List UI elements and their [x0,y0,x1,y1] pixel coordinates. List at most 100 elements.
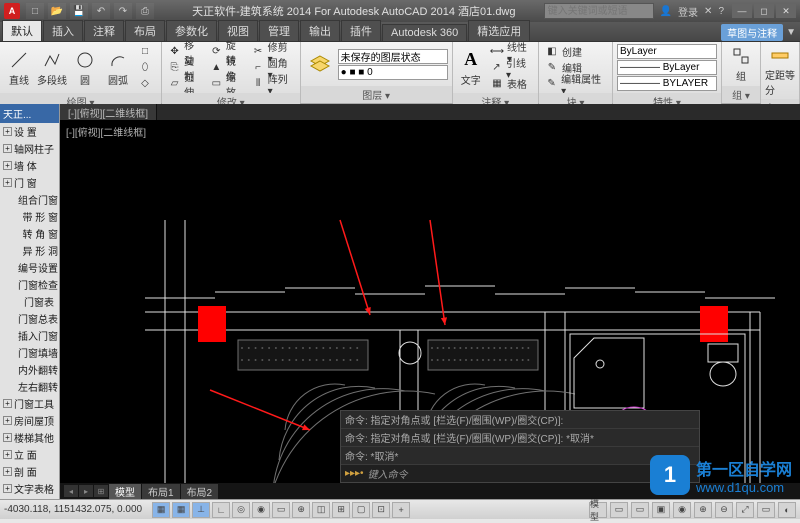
command-input[interactable]: 键入命令 [368,466,408,481]
expand-icon[interactable]: + [3,161,12,170]
app-icon[interactable]: A [4,3,20,19]
status-toggle-5[interactable]: ◉ [252,502,270,518]
palette-item[interactable]: +文字表格 [0,480,59,497]
ribbon-文字-button[interactable]: A文字 [457,49,485,87]
ribbon-tab-3[interactable]: 布局 [125,20,165,41]
palette-item[interactable]: +剖 面 [0,463,59,480]
palette-item[interactable]: +房间屋顶 [0,412,59,429]
palette-item[interactable]: 异 形 洞 [0,242,59,259]
palette-item[interactable]: 门窗表 [0,293,59,310]
palette-item[interactable]: +尺寸标注 [0,497,59,499]
ribbon-引线 ▾-button[interactable]: ↗引线 ▾ [488,60,534,75]
property-combo[interactable]: ByLayer [617,44,717,59]
qat-plot-icon[interactable]: ⎙ [136,3,154,19]
user-login-label[interactable]: 登录 [678,4,698,19]
palette-item[interactable]: +设 置 [0,123,59,140]
palette-item[interactable]: +门 窗 [0,174,59,191]
status-right-5[interactable]: ⊕ [694,502,712,518]
palette-item[interactable]: 门窗填墙 [0,344,59,361]
status-toggle-1[interactable]: ▦ [172,502,190,518]
user-icon[interactable]: 👤 [660,6,672,17]
palette-item[interactable]: +楼梯其他 [0,429,59,446]
palette-item[interactable]: 带 形 窗 [0,208,59,225]
palette-item[interactable]: 组合门窗 [0,191,59,208]
qat-undo-icon[interactable]: ↶ [92,3,110,19]
ribbon-阵列 ▾-button[interactable]: ⫴阵列 ▾ [250,76,296,91]
expand-icon[interactable]: + [3,416,12,425]
minimize-button[interactable]: — [732,4,752,18]
palette-item[interactable]: 门窗总表 [0,310,59,327]
ribbon-圆弧-button[interactable]: 圆弧 [103,49,133,87]
palette-item[interactable]: 门窗检查 [0,276,59,293]
status-toggle-3[interactable]: ∟ [212,502,230,518]
palette-item[interactable]: 左右翻转 [0,378,59,395]
palette-title[interactable]: 天正... [0,104,59,123]
maximize-button[interactable]: ◻ [754,4,774,18]
palette-item[interactable]: 转 角 窗 [0,225,59,242]
status-right-2[interactable]: ▭ [631,502,649,518]
help-icon[interactable]: ? [718,6,724,17]
expand-icon[interactable]: + [3,467,12,476]
ribbon-⬯-button[interactable]: ⬯ [136,60,157,75]
ribbon-tab-2[interactable]: 注释 [84,20,124,41]
palette-item[interactable]: +门窗工具 [0,395,59,412]
status-toggle-7[interactable]: ⊕ [292,502,310,518]
workspace-switcher[interactable]: 草图与注释 [721,24,783,41]
ribbon-□-button[interactable]: □ [136,44,157,59]
status-toggle-8[interactable]: ◫ [312,502,330,518]
close-button[interactable]: ✕ [776,4,796,18]
expand-icon[interactable]: + [3,178,12,187]
status-toggle-9[interactable]: ⊞ [332,502,350,518]
drawing-area[interactable]: [-][俯视][二维线框] [-][俯视][二维线框] 命令: 指定对角点或 [… [60,104,800,499]
qat-open-icon[interactable]: 📂 [48,3,66,19]
chevron-down-icon[interactable]: ▼ [786,27,796,38]
expand-icon[interactable]: + [3,484,12,493]
status-toggle-10[interactable]: ▢ [352,502,370,518]
status-toggle-6[interactable]: ▭ [272,502,290,518]
exchange-icon[interactable]: ✕ [704,6,712,17]
ribbon-tab-9[interactable]: Autodesk 360 [382,24,467,41]
layer-state-combo[interactable]: 未保存的图层状态 [338,49,448,64]
ribbon-◇-button[interactable]: ◇ [136,76,157,91]
ribbon-表格-button[interactable]: ▦表格 [488,76,534,91]
qat-save-icon[interactable]: 💾 [70,3,88,19]
ribbon-tab-7[interactable]: 输出 [300,20,340,41]
ribbon-tab-1[interactable]: 插入 [43,20,83,41]
status-toggle-11[interactable]: ⊡ [372,502,390,518]
ribbon-圆-button[interactable]: 圆 [70,49,100,87]
property-combo[interactable]: ———— BYLAYER [617,76,717,91]
status-toggle-0[interactable]: ▦ [152,502,170,518]
palette-item[interactable]: 插入门窗 [0,327,59,344]
palette-item[interactable]: +轴网柱子 [0,140,59,157]
palette-item[interactable]: 编号设置 [0,259,59,276]
status-right-0[interactable]: 模型 [589,502,607,518]
ribbon-缩放-button[interactable]: ▭缩放 [208,76,247,91]
document-tab[interactable]: [-][俯视][二维线框] [60,104,157,120]
status-toggle-4[interactable]: ◎ [232,502,250,518]
palette-item[interactable]: +立 面 [0,446,59,463]
status-right-9[interactable]: ◐ [778,502,796,518]
layout-tab[interactable]: 布局2 [181,484,219,499]
ribbon-组-button[interactable]: 组 [726,45,756,83]
layout-nav-button[interactable]: ◂ [64,485,78,497]
expand-icon[interactable]: + [3,127,12,136]
expand-icon[interactable]: + [3,144,12,153]
ribbon-创建-button[interactable]: ◧创建 [543,44,608,59]
qat-new-icon[interactable]: □ [26,3,44,19]
qat-redo-icon[interactable]: ↷ [114,3,132,19]
ribbon-tab-8[interactable]: 插件 [341,20,381,41]
help-search-input[interactable] [544,3,654,19]
ribbon-编辑属性 ▾-button[interactable]: ✎编辑属性 ▾ [543,76,608,91]
status-right-1[interactable]: ▭ [610,502,628,518]
command-window[interactable]: 命令: 指定对角点或 [栏选(F)/圈围(WP)/圈交(CP)]:命令: 指定对… [340,410,700,483]
expand-icon[interactable]: + [3,450,12,459]
ribbon-多段线-button[interactable]: 多段线 [37,49,67,87]
palette-item[interactable]: 内外翻转 [0,361,59,378]
status-toggle-12[interactable]: + [392,502,410,518]
palette-item[interactable]: +墙 体 [0,157,59,174]
ribbon-定距等分-button[interactable]: 定距等分 [765,44,795,97]
layout-nav-button[interactable]: ▸ [79,485,93,497]
status-right-8[interactable]: ▭ [757,502,775,518]
ribbon-拉伸-button[interactable]: ▱拉伸 [166,76,205,91]
status-toggle-2[interactable]: ⊥ [192,502,210,518]
